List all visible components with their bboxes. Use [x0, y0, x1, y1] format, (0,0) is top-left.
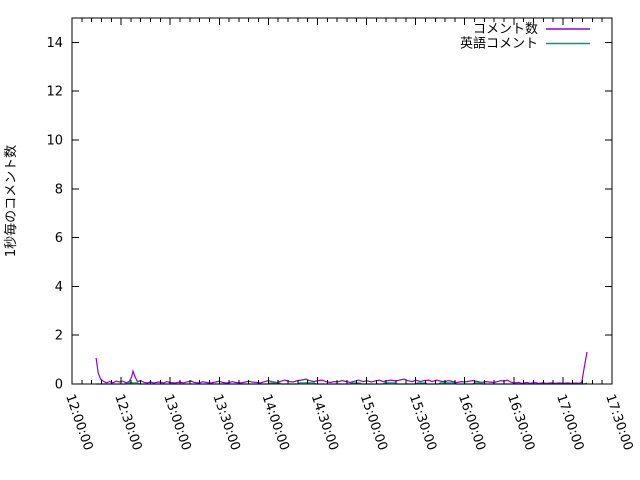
y-tick-label: 4 — [55, 280, 63, 295]
plot-border — [71, 17, 613, 385]
legend-label-1: コメント数 — [473, 22, 538, 37]
y-tick-label: 12 — [46, 85, 63, 100]
legend-label-2: 英語コメント — [460, 36, 538, 52]
y-tick-label: 14 — [46, 36, 63, 51]
y-tick-label: 0 — [55, 378, 63, 393]
y-tick-label: 8 — [55, 182, 63, 197]
y-axis-title: 1秒毎のコメント数 — [3, 145, 19, 257]
y-tick-label: 2 — [55, 329, 63, 344]
y-tick-label: 10 — [46, 134, 63, 149]
y-tick-label: 6 — [55, 231, 63, 246]
